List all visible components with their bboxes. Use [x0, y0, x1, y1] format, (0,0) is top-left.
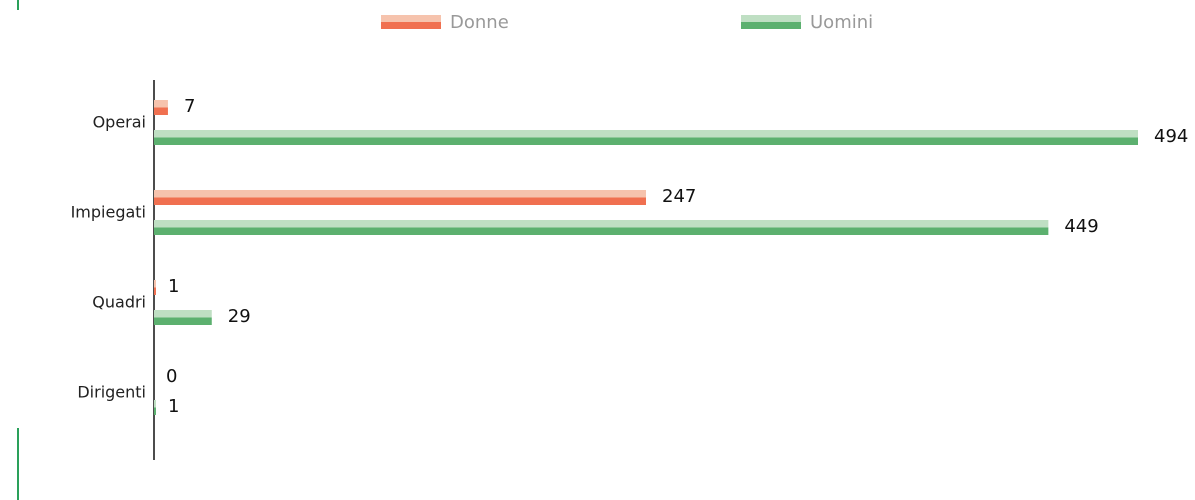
value-label: 494 [1154, 126, 1188, 147]
bar-part [154, 197, 646, 205]
legend-label: Uomini [810, 12, 873, 33]
value-label: 1 [168, 396, 179, 417]
value-label: 7 [184, 96, 195, 117]
legend-swatch [381, 22, 441, 29]
bar-part [154, 130, 1138, 138]
bar-part [154, 287, 156, 295]
value-label: 247 [662, 186, 696, 207]
bar-part [154, 107, 168, 115]
legend-label: Donne [450, 12, 509, 33]
bar [154, 280, 156, 295]
y-tick-label: Operai [93, 113, 146, 132]
bar [154, 130, 1138, 145]
bar-part [154, 220, 1049, 228]
bar [154, 310, 212, 325]
bar-part [154, 227, 1049, 235]
bar [154, 100, 168, 115]
bar [154, 220, 1049, 235]
bar [154, 190, 646, 205]
bar-part [154, 317, 212, 325]
value-label: 29 [228, 306, 251, 327]
bar-part [154, 400, 156, 408]
y-tick-label: Quadri [92, 293, 146, 312]
legend-swatch [741, 15, 801, 22]
value-label: 1 [168, 276, 179, 297]
y-tick-label: Impiegati [71, 203, 146, 222]
value-label: 0 [166, 366, 177, 387]
bar-part [154, 100, 168, 108]
bar-part [154, 190, 646, 198]
value-label: 449 [1064, 216, 1098, 237]
legend-swatch [381, 15, 441, 22]
bar [154, 400, 156, 415]
bar-part [154, 280, 156, 288]
bar-part [154, 137, 1138, 145]
bar-part [154, 310, 212, 318]
y-tick-label: Dirigenti [77, 383, 146, 402]
bar-part [154, 407, 156, 415]
legend-swatch [741, 22, 801, 29]
